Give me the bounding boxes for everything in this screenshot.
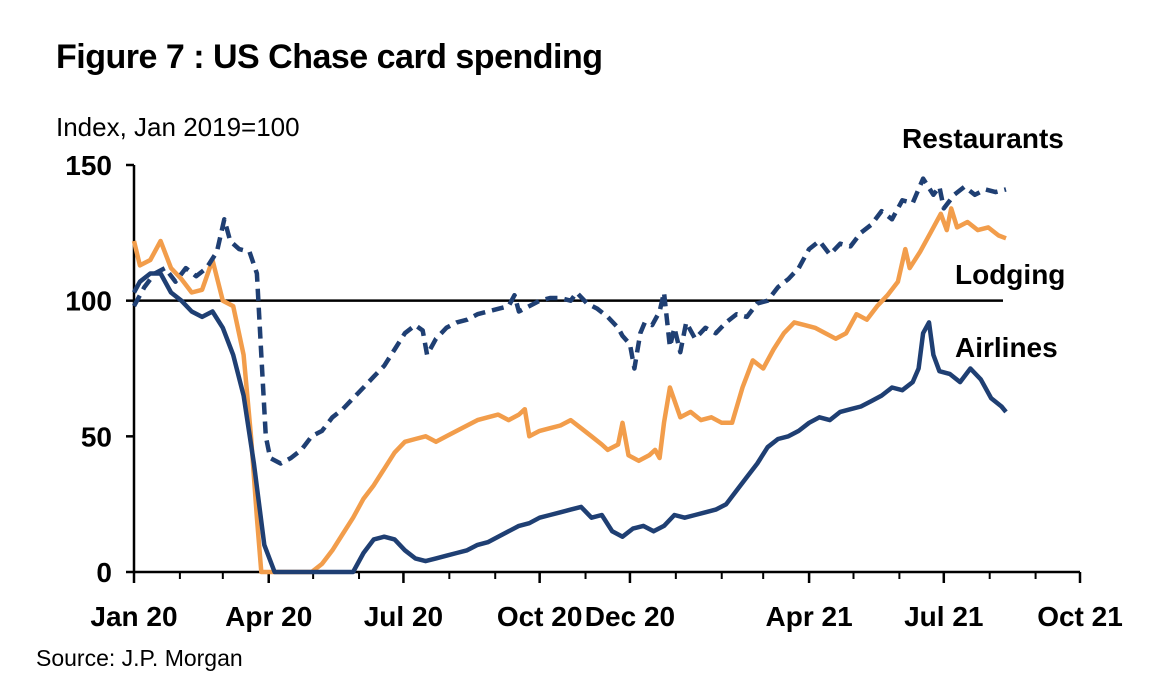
- x-tick-label: Oct 20: [497, 601, 583, 632]
- series-line-airlines: [132, 271, 1008, 575]
- x-tick-label: Oct 21: [1037, 601, 1123, 632]
- y-tick-label: 0: [96, 557, 112, 588]
- y-axis-unit-label: Index, Jan 2019=100: [56, 112, 300, 142]
- y-tick-label: 50: [81, 421, 112, 452]
- source-note: Source: J.P. Morgan: [36, 645, 243, 671]
- series-label-lodging: Lodging: [955, 259, 1065, 290]
- x-tick-label: Dec 20: [585, 601, 675, 632]
- x-tick-label: Jul 21: [904, 601, 983, 632]
- x-tick-label: Jan 20: [90, 601, 177, 632]
- series-line-restaurants: [132, 176, 1007, 466]
- y-tick-label: 100: [65, 286, 112, 317]
- series-label-airlines: Airlines: [955, 332, 1058, 363]
- x-tick-label: Apr 21: [766, 601, 853, 632]
- series-group: Restaurants Lodging Airlines: [131, 123, 1065, 575]
- series-label-restaurants: Restaurants: [902, 123, 1064, 154]
- x-tick-label: Apr 20: [225, 601, 312, 632]
- chart-title: Figure 7 : US Chase card spending: [56, 38, 603, 76]
- y-tick-label: 150: [65, 150, 112, 181]
- x-tick-label: Jul 20: [364, 601, 443, 632]
